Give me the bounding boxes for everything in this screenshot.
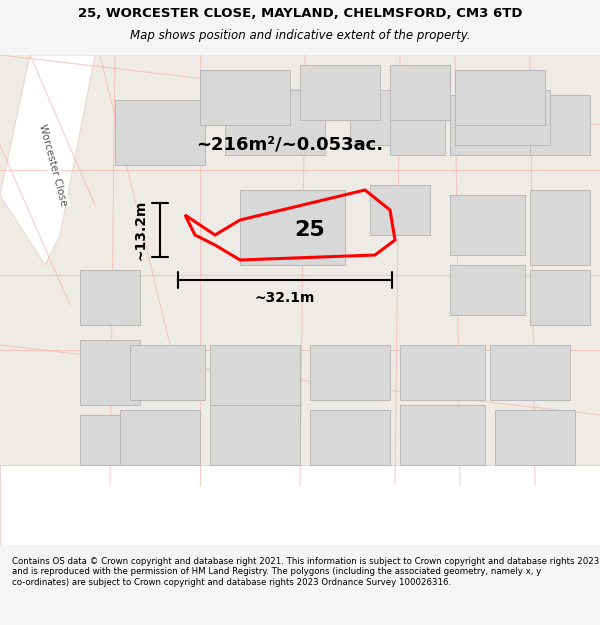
Polygon shape bbox=[450, 265, 525, 315]
Polygon shape bbox=[530, 190, 590, 265]
Polygon shape bbox=[80, 415, 135, 465]
Polygon shape bbox=[210, 345, 300, 405]
Text: 25: 25 bbox=[295, 220, 325, 240]
Text: 25, WORCESTER CLOSE, MAYLAND, CHELMSFORD, CM3 6TD: 25, WORCESTER CLOSE, MAYLAND, CHELMSFORD… bbox=[78, 7, 522, 19]
Polygon shape bbox=[115, 100, 205, 165]
Polygon shape bbox=[400, 405, 485, 465]
Text: ~216m²/~0.053ac.: ~216m²/~0.053ac. bbox=[196, 136, 383, 154]
Polygon shape bbox=[455, 90, 550, 145]
Polygon shape bbox=[240, 190, 345, 265]
Polygon shape bbox=[80, 340, 140, 405]
Polygon shape bbox=[0, 465, 600, 545]
Text: ~13.2m: ~13.2m bbox=[133, 200, 147, 260]
Polygon shape bbox=[310, 410, 390, 465]
Polygon shape bbox=[370, 185, 430, 235]
Polygon shape bbox=[120, 410, 200, 465]
Polygon shape bbox=[450, 195, 525, 255]
Polygon shape bbox=[495, 410, 575, 465]
Polygon shape bbox=[530, 95, 590, 155]
Polygon shape bbox=[200, 70, 290, 125]
Polygon shape bbox=[490, 345, 570, 400]
Polygon shape bbox=[350, 90, 425, 145]
Polygon shape bbox=[80, 270, 140, 325]
Polygon shape bbox=[400, 345, 485, 400]
Text: Map shows position and indicative extent of the property.: Map shows position and indicative extent… bbox=[130, 29, 470, 42]
Polygon shape bbox=[300, 65, 380, 120]
Polygon shape bbox=[455, 70, 545, 125]
Polygon shape bbox=[0, 55, 600, 545]
Text: ~32.1m: ~32.1m bbox=[255, 291, 315, 305]
Polygon shape bbox=[210, 405, 300, 465]
Polygon shape bbox=[225, 90, 325, 155]
Polygon shape bbox=[0, 55, 95, 265]
Text: Contains OS data © Crown copyright and database right 2021. This information is : Contains OS data © Crown copyright and d… bbox=[12, 557, 599, 586]
Polygon shape bbox=[310, 345, 390, 400]
Polygon shape bbox=[130, 345, 205, 400]
Polygon shape bbox=[530, 270, 590, 325]
Text: Worcester Close: Worcester Close bbox=[37, 123, 69, 207]
Polygon shape bbox=[390, 95, 445, 155]
Polygon shape bbox=[390, 65, 450, 120]
Polygon shape bbox=[450, 95, 530, 155]
